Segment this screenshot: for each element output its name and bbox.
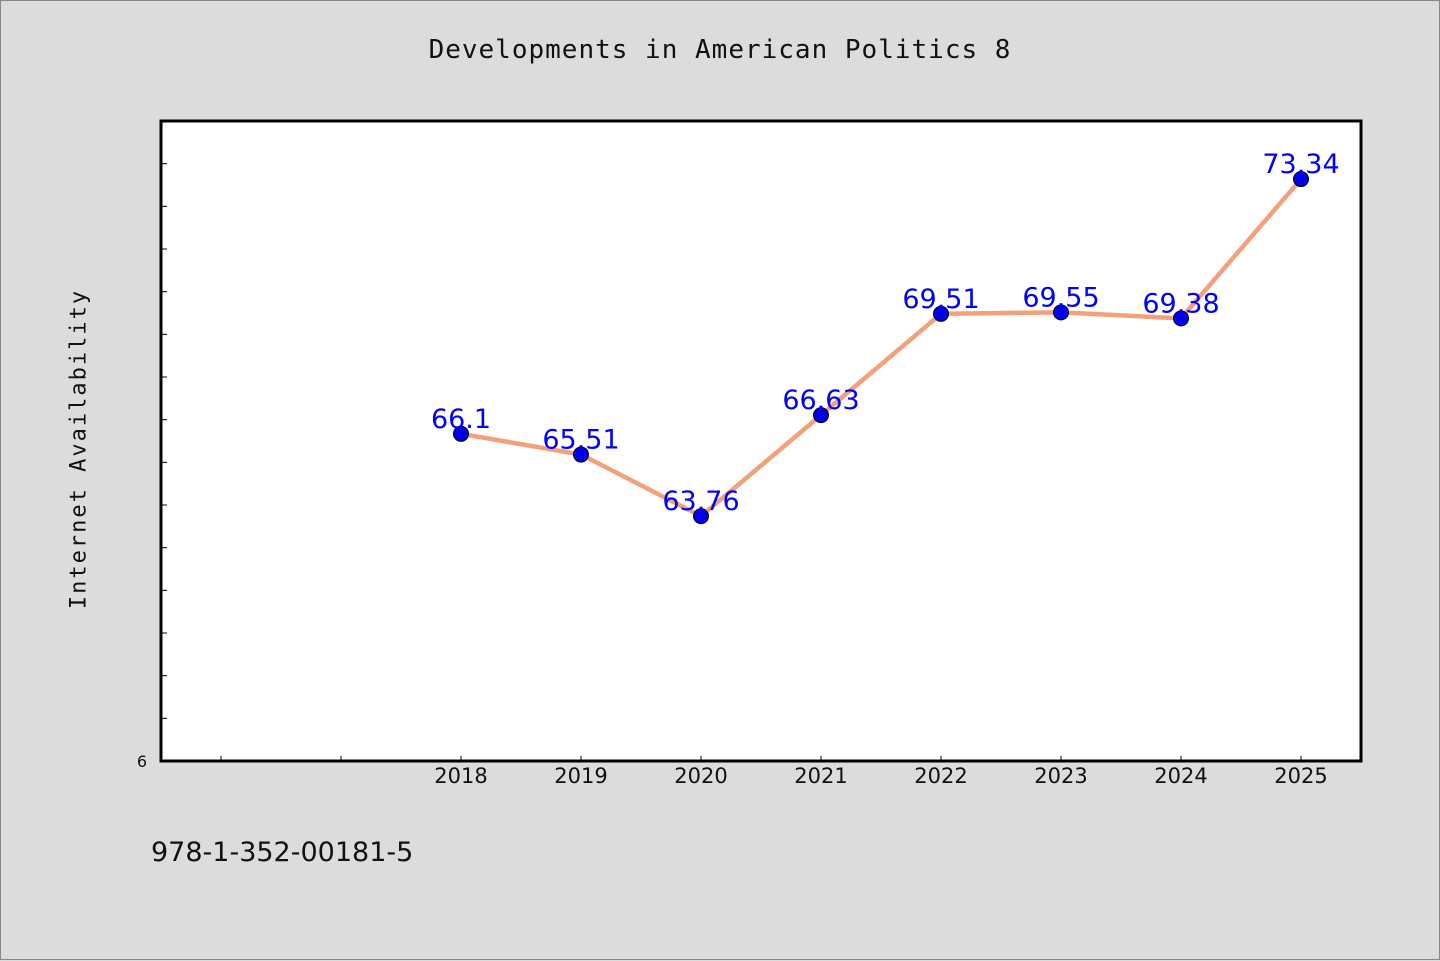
x-tick-label: 2020 [674, 764, 727, 788]
data-point [1053, 304, 1069, 321]
data-label: 69.51 [902, 284, 979, 315]
isbn-text: 978-1-352-00181-5 [151, 837, 414, 868]
data-point [1293, 171, 1309, 188]
data-point [813, 407, 829, 424]
x-tick-label: 2019 [554, 764, 607, 788]
x-tick-label: 2025 [1274, 764, 1327, 788]
x-tick-label: 2018 [434, 764, 487, 788]
data-label: 63.76 [662, 486, 739, 517]
data-label: 65.51 [542, 425, 619, 456]
data-label: 69.55 [1022, 282, 1099, 313]
data-point [693, 508, 709, 525]
x-tick-label: 2021 [794, 764, 847, 788]
data-point [453, 425, 469, 442]
x-tick-label: 2024 [1154, 764, 1207, 788]
chart-title: Developments in American Politics 8 [428, 35, 1012, 65]
x-tick-label: 2023 [1034, 764, 1087, 788]
data-label: 66.63 [782, 385, 859, 416]
plot-area [159, 119, 1363, 763]
data-label: 69.38 [1142, 288, 1219, 319]
series-line [460, 177, 1303, 519]
data-label: 66.1 [431, 404, 491, 435]
data-point [933, 305, 949, 322]
y-tick-label: 6 [137, 752, 147, 771]
data-point [573, 446, 589, 463]
data-label: 73.34 [1262, 149, 1339, 180]
data-point [1173, 310, 1189, 327]
x-tick-label: 2022 [914, 764, 967, 788]
